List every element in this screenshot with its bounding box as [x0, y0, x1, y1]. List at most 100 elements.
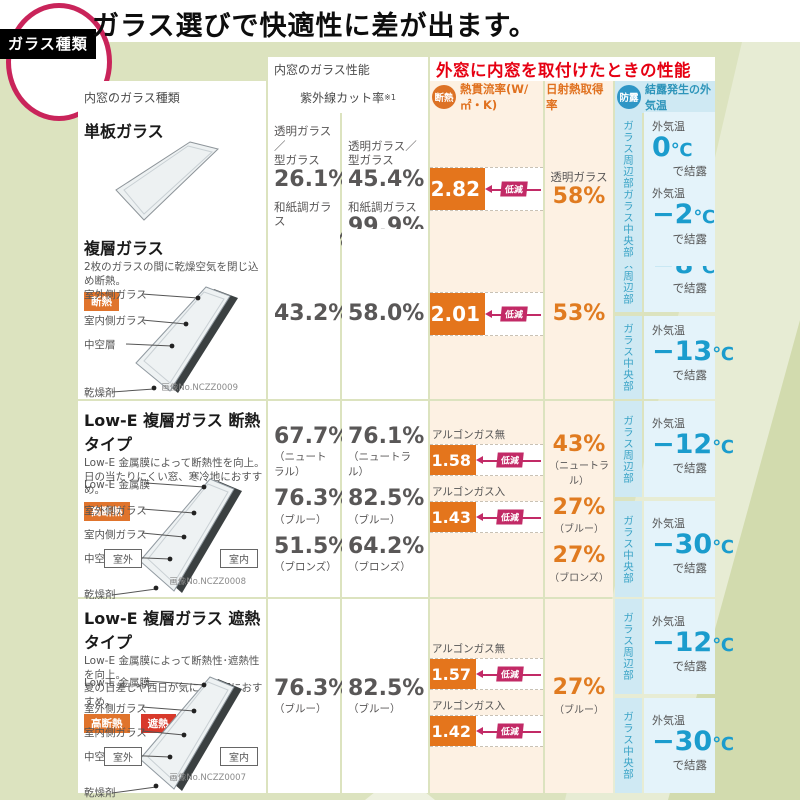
uv-cut-footnote: ※1	[384, 92, 396, 102]
outside-box: 室外	[104, 747, 142, 766]
u-value-box: 1.58	[430, 445, 476, 475]
zone-label-cell: ガラス周辺部 ガラス中央部	[615, 112, 642, 266]
uv-sub: （ブロンズ）	[274, 560, 337, 573]
temp-value: 0℃	[652, 132, 693, 163]
u-value-cell: アルゴンガス無 1.58 低減 アルゴンガス入 1.43 低減	[430, 401, 543, 597]
temp-value: −30℃	[652, 726, 734, 757]
solar-value: 58%	[552, 183, 606, 209]
temp-block: 外気温 −30℃ で結露	[644, 501, 734, 597]
u-value-cell: 2.01 低減	[430, 229, 543, 399]
glass-description: Low-E 金属膜によって断熱性を向上。 日の当たりにくい窓、寒冷地におすすめ。	[84, 457, 265, 497]
solar-cell: 27% （ブルー）	[545, 599, 613, 793]
temp-suffix: で結露	[672, 368, 708, 383]
temp-suffix: で結露	[672, 231, 708, 246]
uv-value: 45.4%	[348, 167, 425, 193]
temp-suffix: で結露	[672, 281, 708, 296]
zone-center-label: ガラス中央部	[622, 514, 634, 584]
feature-badge: 高断熱	[84, 713, 130, 733]
arrow-head-icon	[476, 455, 483, 464]
glass-name: 複層ガラス	[84, 239, 164, 258]
zone-center-cell: ガラス中央部	[615, 501, 642, 597]
temp-value: −12℃	[652, 429, 734, 460]
header-inner-performance: 内窓のガラス性能	[268, 57, 428, 81]
uv-cell-b: 58.0%	[342, 229, 428, 399]
temp-prefix: 外気温	[652, 517, 685, 530]
zone-edge-cell: ガラス周辺部	[615, 401, 642, 497]
uv-label: 透明ガラス／ 型ガラス	[348, 138, 417, 168]
solar-label: 透明ガラス	[550, 169, 608, 184]
u-value-bar: 2.01 低減	[430, 292, 543, 336]
zone-edge-label: ガラス周辺部	[622, 612, 634, 681]
uv-sub: （ニュートラル）	[348, 451, 411, 479]
uv-sub: （ブルー）	[274, 703, 327, 716]
diagram-label: 室外側ガラス	[84, 505, 147, 517]
u-value-box: 2.82	[430, 168, 485, 210]
temp-value: −30℃	[652, 529, 734, 560]
argon-label: アルゴンガス入	[432, 700, 506, 712]
zone-label-cell: ガラス周辺部 ガラス中央部	[615, 401, 642, 597]
uv-label: 透明ガラス／ 型ガラス	[274, 124, 332, 168]
condensation-cell: 外気温 −12℃ で結露 外気温 −30℃ で結露	[644, 401, 734, 597]
arrow-head-icon	[485, 309, 492, 318]
condensation-cell: 外気温 0℃ で結露 外気温 −2℃ で結露	[644, 112, 715, 266]
u-value-box: 1.42	[430, 716, 476, 746]
solar-sub: （ニュートラル）	[549, 461, 609, 488]
uv-value: 58.0%	[348, 301, 425, 327]
u-value-cell: アルゴンガス無 1.57 低減 アルゴンガス入 1.42 低減	[430, 599, 543, 793]
feature-badge: 断熱	[84, 292, 119, 312]
u-value-bar: 1.42 低減	[430, 715, 543, 747]
temp-suffix: で結露	[672, 461, 708, 476]
image-number: 画像No.NCZZ0007	[169, 773, 246, 783]
solar-sub: （ブルー）	[554, 704, 604, 716]
diagram-label: Low-E 金属膜	[84, 677, 150, 689]
uv-cell-b: 76.1% （ニュートラル） 82.5% （ブルー） 64.2% （ブロンズ）	[342, 401, 428, 597]
temp-block: 外気温 −30℃ で結露	[644, 698, 734, 793]
uv-value: 43.2%	[274, 301, 351, 327]
arrow-head-icon	[476, 726, 483, 735]
diagram-label: 乾燥剤	[84, 387, 116, 399]
reduction-arrow: 低減	[476, 716, 543, 746]
table-row: Low-E 複層ガラス 断熱タイプ Low-E 金属膜によって断熱性を向上。 日…	[78, 401, 734, 601]
image-number: 画像No.NCZZ0008	[169, 577, 246, 587]
inside-box: 室内	[220, 549, 258, 568]
diagram-label: 中空層	[84, 339, 116, 351]
u-value-bar: 1.57 低減	[430, 658, 543, 690]
uv-value: 67.7%	[274, 424, 351, 450]
uv-value: 51.5%	[274, 533, 351, 559]
zone-center-label: ガラス中央部	[622, 189, 634, 258]
insulation-badge-icon: 断熱	[432, 85, 456, 109]
argon-label: アルゴンガス無	[432, 643, 506, 655]
glass-type-cell: Low-E 複層ガラス 遮熱タイプ Low-E 金属膜によって断熱性･遮熱性を向…	[78, 599, 266, 799]
u-value-bar: 1.58 低減	[430, 444, 543, 476]
table-row: Low-E 複層ガラス 遮熱タイプ Low-E 金属膜によって断熱性･遮熱性を向…	[78, 599, 734, 799]
glass-name: Low-E 複層ガラス 遮熱タイプ	[84, 609, 261, 652]
reduction-arrow: 低減	[476, 502, 543, 532]
glass-description: 2枚のガラスの間に乾燥空気を閉じ込め断熱。	[84, 261, 259, 287]
temp-value: −13℃	[652, 336, 734, 367]
argon-label: アルゴンガス入	[432, 486, 506, 498]
reduction-arrow: 低減	[476, 445, 543, 475]
table-row: 複層ガラス 2枚のガラスの間に乾燥空気を閉じ込め断熱。 断熱 室外側ガラス 室内…	[78, 229, 734, 399]
lowe-glass-diagram	[111, 478, 242, 596]
uv-cell-a: 67.7% （ニュートラル） 76.3% （ブルー） 51.5% （ブロンズ）	[268, 401, 351, 597]
lowe-glass-diagram	[111, 676, 242, 794]
temp-prefix: 外気温	[652, 615, 685, 628]
condensation-label: 結露発生の外気温	[645, 83, 711, 112]
reduce-badge: 低減	[495, 723, 524, 739]
reduction-arrow: 低減	[485, 293, 543, 335]
uv-cell-a: 76.3% （ブルー）	[268, 599, 350, 793]
solar-value: 27%	[552, 543, 606, 569]
reduce-badge: 低減	[495, 452, 524, 468]
image-number: 画像No.NCZZ0009	[161, 383, 238, 393]
uv-sub: （ブルー）	[348, 513, 401, 526]
solar-sub: （ブルー）	[554, 524, 604, 536]
zone-label-cell: ガラス周辺部 ガラス中央部	[615, 599, 642, 793]
uv-value: 76.1%	[348, 424, 425, 450]
u-value-box: 1.43	[430, 502, 476, 532]
outside-box: 室外	[104, 549, 142, 568]
reduce-badge: 低減	[495, 666, 524, 682]
glass-name: 単板ガラス	[84, 122, 164, 141]
diagram-label: 室内側ガラス	[84, 315, 147, 327]
glass-name: Low-E 複層ガラス 断熱タイプ	[84, 411, 261, 454]
